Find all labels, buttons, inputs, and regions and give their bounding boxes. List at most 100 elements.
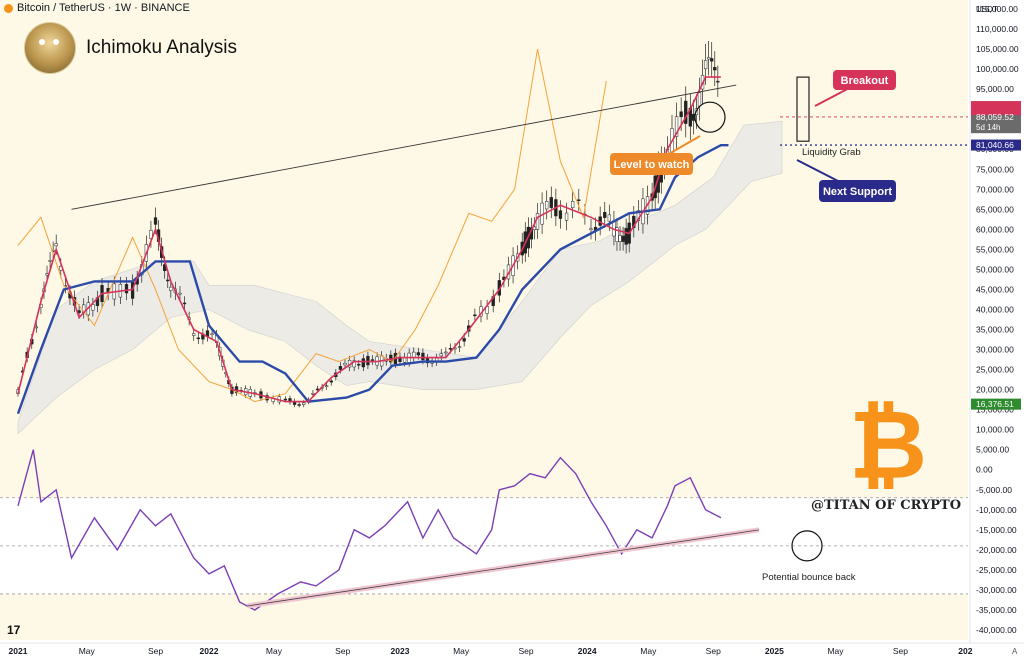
candle-body [421,352,425,361]
candle-body [716,80,720,83]
title-block: Ichimoku Analysis [24,22,237,74]
oscillator-line [17,449,722,611]
candle-body [361,358,365,368]
level-callout-box [610,153,693,175]
candle-body [169,286,173,291]
x-tick-label: 2021 [9,646,28,656]
y-tick-label: 15,000.00 [976,405,1014,415]
candle-body [444,351,448,354]
liquidity-grab-label: Liquidity Grab [802,147,861,158]
y-tick-label: 30,000.00 [976,345,1014,355]
y-tick-label: 45,000.00 [976,284,1014,294]
candle-body [697,92,702,107]
y-tick-label: 0.00 [976,465,993,475]
candle-body [366,355,370,366]
candle-body [352,360,356,368]
candle-body [571,201,575,208]
candle-body [621,235,625,242]
x-tick-label: May [827,646,844,656]
x-tick-label: Sep [893,646,908,656]
avatar [24,22,76,74]
chikou-span-line [17,48,607,403]
candle-body [357,363,361,366]
candle-body [462,338,466,342]
candle-body [448,348,453,350]
resistance-trendline [71,84,737,210]
currency-label: USDT [976,5,998,14]
candle-body [311,392,315,395]
y-tick-label: 5,000.00 [976,445,1009,455]
candle-body [632,215,636,229]
x-tick-label: Sep [148,646,163,656]
oscillator-value-tag-bg [971,398,1021,410]
oscillator-value-tag: 16,376.51 [976,399,1014,409]
y-tick-label: -5,000.00 [976,485,1012,495]
candle-body [624,228,628,245]
candle-body [178,292,182,295]
y-tick-label: 35,000.00 [976,325,1014,335]
candle-body [473,314,477,317]
time-axis [0,643,1024,658]
y-tick-label: -35,000.00 [976,605,1017,615]
symbol-label[interactable]: Bitcoin / TetherUS · 1W · BINANCE [17,2,190,14]
candle-body [691,113,696,121]
y-tick-label: 25,000.00 [976,365,1014,375]
x-tick-label: Sep [706,646,721,656]
bounce-circle [791,530,823,562]
x-tick-label: 2025 [765,646,784,656]
bitcoin-logo-icon: ₿ [849,389,927,501]
countdown-tag: 5d 14h [976,123,1000,132]
candle-body [338,366,343,370]
x-tick-label: 202 [958,646,972,656]
candle-body [343,362,347,366]
y-tick-label: 115,000.00 [976,4,1018,14]
candle-body [618,235,622,242]
ichimoku-cloud [17,120,783,435]
candle-body [54,243,58,247]
candle-body [577,199,581,201]
candle-body [412,351,416,358]
candle-body [329,380,333,383]
x-tick-label: 2023 [391,646,410,656]
candle-body [674,116,679,137]
auto-scale-button: A [1012,647,1018,656]
support-price-tag-bg [971,139,1021,151]
candle-body [703,60,708,70]
y-tick-label: 20,000.00 [976,385,1014,395]
breakout-callout-box [833,70,896,90]
candle-body [713,67,717,71]
y-tick-label: 65,000.00 [976,204,1014,214]
y-tick-label: -10,000.00 [976,505,1017,515]
y-tick-label: 105,000.00 [976,44,1019,54]
candle-body [48,260,52,262]
y-tick-label: -30,000.00 [976,585,1017,595]
candle-body [124,284,129,294]
candle-body [416,352,420,356]
y-tick-label: 55,000.00 [976,244,1014,254]
candle-body [558,210,563,219]
breakout-box [796,76,810,142]
y-tick-label: 70,000.00 [976,184,1014,194]
candle-body [457,346,462,348]
candle-body [615,227,619,242]
page-title: Ichimoku Analysis [86,37,238,58]
y-tick-label: 60,000.00 [976,224,1014,234]
x-tick-label: May [266,646,283,656]
bitcoin-icon [4,3,13,13]
x-tick-label: May [453,646,470,656]
x-tick-label: 2022 [200,646,219,656]
x-tick-label: 2024 [578,646,597,656]
tradingview-logo-icon: 17 [7,623,21,637]
y-tick-label: -40,000.00 [976,625,1017,635]
candle-body [707,57,711,60]
watermark-text: @TITAN OF CRYPTO [811,498,961,513]
candle-body [549,197,553,208]
x-tick-label: Sep [518,646,533,656]
x-tick-label: Sep [335,646,350,656]
candle-body [166,279,170,282]
y-tick-label: 10,000.00 [976,425,1014,435]
candle-body [684,100,688,124]
candle-body [545,200,549,210]
